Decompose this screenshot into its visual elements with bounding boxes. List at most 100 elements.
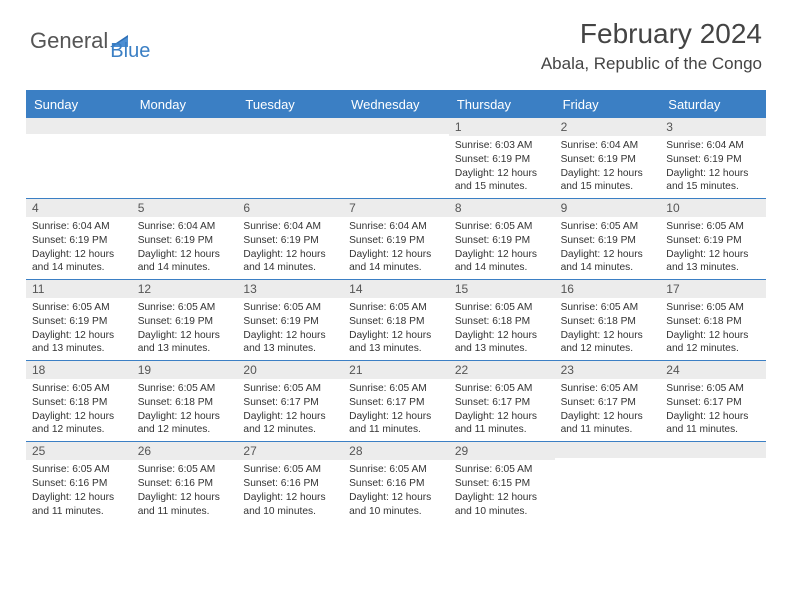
day-details: Sunrise: 6:04 AMSunset: 6:19 PMDaylight:… [660,136,766,198]
day-number: 21 [343,361,449,379]
day-cell: 1Sunrise: 6:03 AMSunset: 6:19 PMDaylight… [449,118,555,198]
day-details: Sunrise: 6:05 AMSunset: 6:16 PMDaylight:… [343,460,449,522]
day-details [26,134,132,192]
day-cell [132,118,238,198]
day-details: Sunrise: 6:04 AMSunset: 6:19 PMDaylight:… [237,217,343,279]
day-cell: 23Sunrise: 6:05 AMSunset: 6:17 PMDayligh… [555,361,661,441]
day-details: Sunrise: 6:05 AMSunset: 6:19 PMDaylight:… [555,217,661,279]
day-cell: 5Sunrise: 6:04 AMSunset: 6:19 PMDaylight… [132,199,238,279]
day-number [132,118,238,134]
dow-tuesday: Tuesday [237,92,343,117]
day-cell: 6Sunrise: 6:04 AMSunset: 6:19 PMDaylight… [237,199,343,279]
dow-saturday: Saturday [660,92,766,117]
day-number: 6 [237,199,343,217]
day-details: Sunrise: 6:05 AMSunset: 6:18 PMDaylight:… [449,298,555,360]
day-number: 19 [132,361,238,379]
day-number: 27 [237,442,343,460]
day-number [660,442,766,458]
day-details: Sunrise: 6:05 AMSunset: 6:17 PMDaylight:… [343,379,449,441]
calendar: SundayMondayTuesdayWednesdayThursdayFrid… [26,90,766,522]
day-details: Sunrise: 6:05 AMSunset: 6:16 PMDaylight:… [237,460,343,522]
day-number [343,118,449,134]
day-details: Sunrise: 6:05 AMSunset: 6:19 PMDaylight:… [660,217,766,279]
day-cell: 2Sunrise: 6:04 AMSunset: 6:19 PMDaylight… [555,118,661,198]
day-cell: 20Sunrise: 6:05 AMSunset: 6:17 PMDayligh… [237,361,343,441]
day-cell: 29Sunrise: 6:05 AMSunset: 6:15 PMDayligh… [449,442,555,522]
day-details: Sunrise: 6:05 AMSunset: 6:19 PMDaylight:… [449,217,555,279]
day-number: 1 [449,118,555,136]
day-cell: 4Sunrise: 6:04 AMSunset: 6:19 PMDaylight… [26,199,132,279]
day-of-week-header: SundayMondayTuesdayWednesdayThursdayFrid… [26,92,766,117]
day-cell: 12Sunrise: 6:05 AMSunset: 6:19 PMDayligh… [132,280,238,360]
day-details: Sunrise: 6:04 AMSunset: 6:19 PMDaylight:… [132,217,238,279]
day-number: 28 [343,442,449,460]
day-cell: 22Sunrise: 6:05 AMSunset: 6:17 PMDayligh… [449,361,555,441]
day-details: Sunrise: 6:04 AMSunset: 6:19 PMDaylight:… [343,217,449,279]
day-details: Sunrise: 6:05 AMSunset: 6:18 PMDaylight:… [132,379,238,441]
week-row: 18Sunrise: 6:05 AMSunset: 6:18 PMDayligh… [26,360,766,441]
day-number: 26 [132,442,238,460]
day-number: 12 [132,280,238,298]
day-number [237,118,343,134]
dow-wednesday: Wednesday [343,92,449,117]
day-details [660,458,766,516]
day-cell: 27Sunrise: 6:05 AMSunset: 6:16 PMDayligh… [237,442,343,522]
dow-thursday: Thursday [449,92,555,117]
day-cell: 14Sunrise: 6:05 AMSunset: 6:18 PMDayligh… [343,280,449,360]
day-number: 11 [26,280,132,298]
day-cell: 3Sunrise: 6:04 AMSunset: 6:19 PMDaylight… [660,118,766,198]
day-number: 29 [449,442,555,460]
day-details: Sunrise: 6:05 AMSunset: 6:17 PMDaylight:… [237,379,343,441]
logo-text-general: General [30,28,108,54]
day-cell: 19Sunrise: 6:05 AMSunset: 6:18 PMDayligh… [132,361,238,441]
day-cell: 24Sunrise: 6:05 AMSunset: 6:17 PMDayligh… [660,361,766,441]
day-cell: 21Sunrise: 6:05 AMSunset: 6:17 PMDayligh… [343,361,449,441]
day-cell: 13Sunrise: 6:05 AMSunset: 6:19 PMDayligh… [237,280,343,360]
day-cell: 18Sunrise: 6:05 AMSunset: 6:18 PMDayligh… [26,361,132,441]
day-details [237,134,343,192]
day-details: Sunrise: 6:04 AMSunset: 6:19 PMDaylight:… [26,217,132,279]
day-number [26,118,132,134]
day-details: Sunrise: 6:05 AMSunset: 6:15 PMDaylight:… [449,460,555,522]
day-details: Sunrise: 6:05 AMSunset: 6:17 PMDaylight:… [449,379,555,441]
header: General Blue February 2024 Abala, Republ… [0,0,792,82]
day-cell: 17Sunrise: 6:05 AMSunset: 6:18 PMDayligh… [660,280,766,360]
day-cell: 10Sunrise: 6:05 AMSunset: 6:19 PMDayligh… [660,199,766,279]
day-details: Sunrise: 6:05 AMSunset: 6:18 PMDaylight:… [26,379,132,441]
weeks-container: 1Sunrise: 6:03 AMSunset: 6:19 PMDaylight… [26,117,766,522]
day-details: Sunrise: 6:05 AMSunset: 6:19 PMDaylight:… [132,298,238,360]
day-details [132,134,238,192]
day-number: 4 [26,199,132,217]
day-details: Sunrise: 6:05 AMSunset: 6:16 PMDaylight:… [26,460,132,522]
day-cell [343,118,449,198]
day-details [555,458,661,516]
day-details [343,134,449,192]
day-number: 20 [237,361,343,379]
day-cell [26,118,132,198]
day-details: Sunrise: 6:05 AMSunset: 6:17 PMDaylight:… [555,379,661,441]
day-number: 25 [26,442,132,460]
week-row: 11Sunrise: 6:05 AMSunset: 6:19 PMDayligh… [26,279,766,360]
day-number: 5 [132,199,238,217]
day-details: Sunrise: 6:05 AMSunset: 6:19 PMDaylight:… [26,298,132,360]
week-row: 25Sunrise: 6:05 AMSunset: 6:16 PMDayligh… [26,441,766,522]
day-number: 7 [343,199,449,217]
day-cell [237,118,343,198]
day-number: 23 [555,361,661,379]
day-cell: 9Sunrise: 6:05 AMSunset: 6:19 PMDaylight… [555,199,661,279]
day-details: Sunrise: 6:05 AMSunset: 6:18 PMDaylight:… [343,298,449,360]
day-number: 16 [555,280,661,298]
page-title: February 2024 [541,18,762,50]
day-number: 15 [449,280,555,298]
day-number: 18 [26,361,132,379]
day-number: 13 [237,280,343,298]
day-number: 9 [555,199,661,217]
day-cell [555,442,661,522]
day-cell: 15Sunrise: 6:05 AMSunset: 6:18 PMDayligh… [449,280,555,360]
day-details: Sunrise: 6:05 AMSunset: 6:17 PMDaylight:… [660,379,766,441]
day-cell: 28Sunrise: 6:05 AMSunset: 6:16 PMDayligh… [343,442,449,522]
day-details: Sunrise: 6:05 AMSunset: 6:19 PMDaylight:… [237,298,343,360]
location-subtitle: Abala, Republic of the Congo [541,54,762,74]
dow-sunday: Sunday [26,92,132,117]
day-details: Sunrise: 6:03 AMSunset: 6:19 PMDaylight:… [449,136,555,198]
